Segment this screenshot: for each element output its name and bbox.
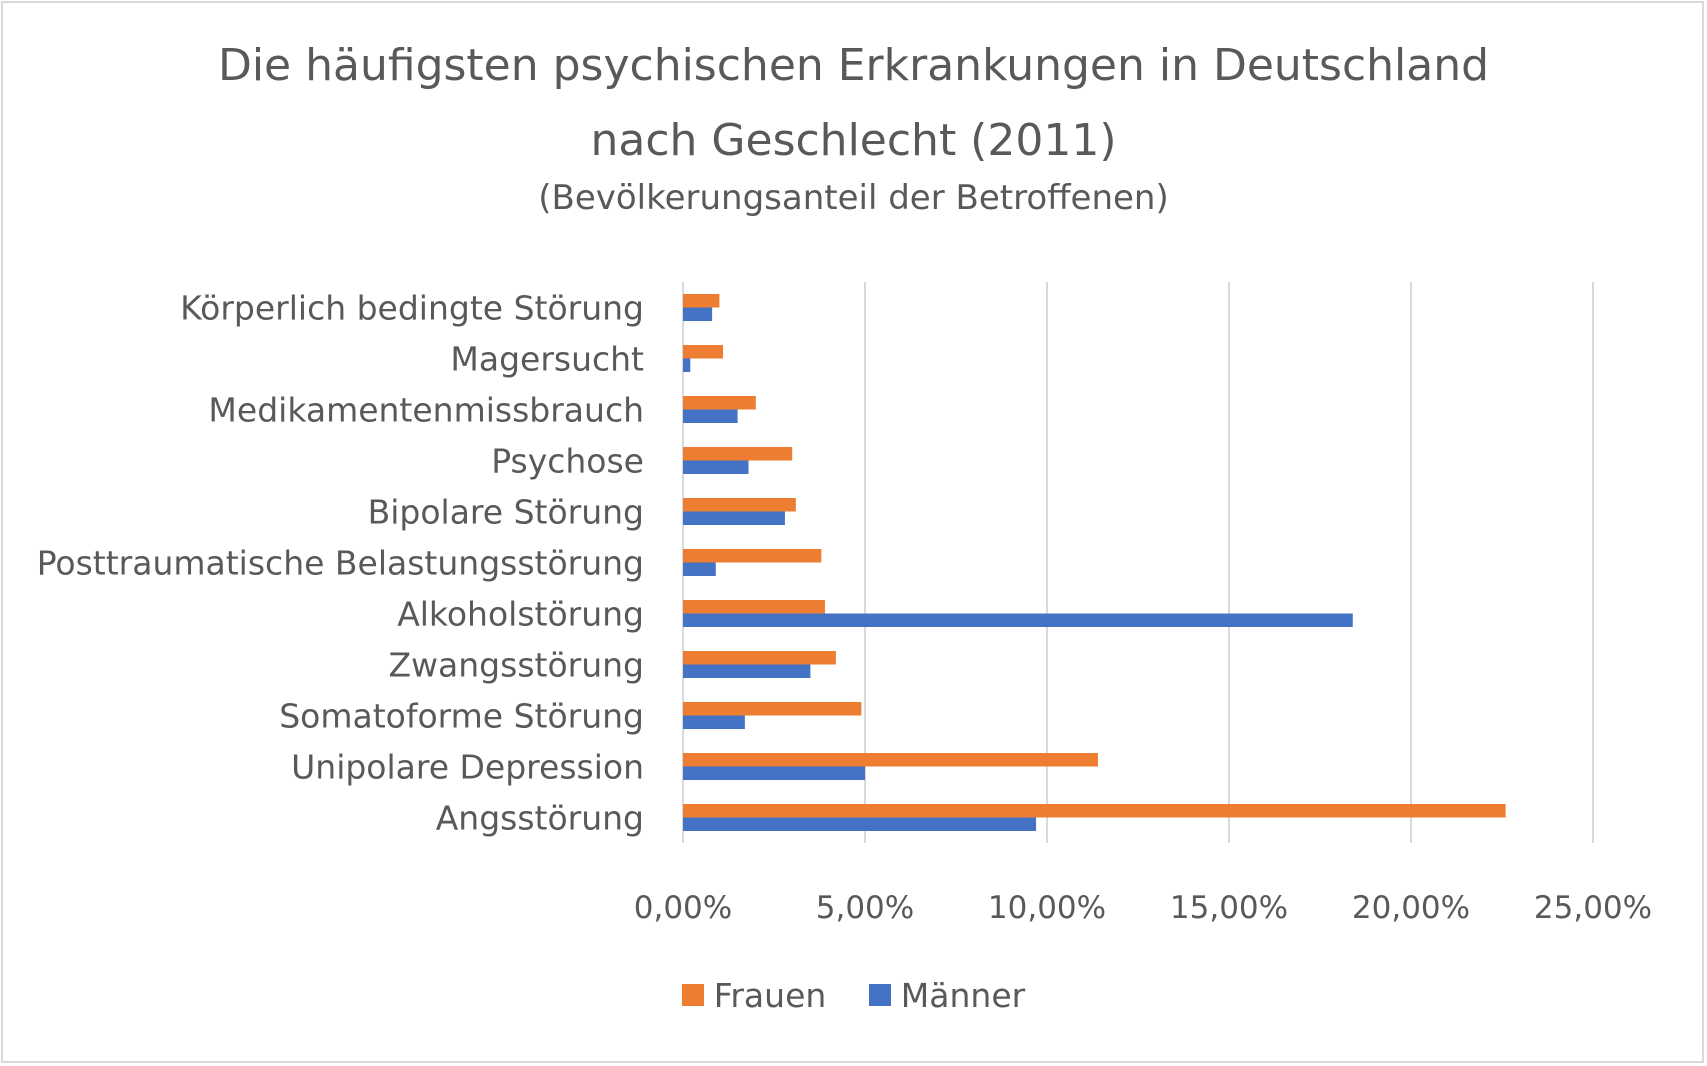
bar-frauen [683, 804, 1506, 818]
category-label: Unipolare Depression [291, 748, 644, 787]
bar-frauen [683, 600, 825, 614]
bar-maenner [683, 817, 1037, 831]
legend-swatch-frauen [681, 984, 704, 1006]
category-label: Psychose [491, 442, 644, 481]
category-label: Körperlich bedingte Störung [180, 289, 644, 328]
bar-frauen [683, 396, 756, 410]
bar-maenner [683, 307, 713, 321]
category-label: Magersucht [450, 340, 644, 379]
category-label: Angsstörung [436, 799, 644, 838]
x-tick-label: 20,00% [1352, 890, 1470, 926]
bar-frauen [683, 702, 862, 716]
x-tick-label: 25,00% [1534, 890, 1652, 926]
category-label: Somatoforme Störung [279, 697, 644, 736]
bar-maenner [683, 766, 865, 780]
legend-swatch-maenner [868, 984, 891, 1006]
bar-chart: 0,00% 5,00% 10,00% 15,00% 20,00% 25,00% Körper… [37, 282, 1652, 926]
chart-title-line1: Die häufigsten psychischen Erkrankungen … [217, 40, 1490, 91]
bar-maenner [683, 715, 745, 729]
bar-frauen [683, 549, 822, 563]
x-tick-label: 15,00% [1170, 890, 1288, 926]
legend: Frauen Männer [0, 975, 1707, 1015]
legend-item-frauen: Frauen [681, 975, 827, 1015]
bar-maenner [683, 358, 691, 372]
legend-item-maenner: Männer [868, 975, 1026, 1015]
legend-label-maenner: Männer [900, 975, 1026, 1015]
category-label: Bipolare Störung [368, 493, 644, 532]
category-label: Zwangsstörung [388, 646, 644, 685]
bar-maenner [683, 613, 1353, 627]
bar-frauen [683, 498, 796, 512]
bar-maenner [683, 460, 749, 474]
bar-maenner [683, 664, 811, 678]
bar-frauen [683, 651, 836, 665]
category-label: Medikamentenmissbrauch [208, 391, 644, 430]
bar-frauen [683, 753, 1098, 767]
bar-maenner [683, 562, 716, 576]
chart-title-line2: nach Geschlecht (2011) [590, 115, 1117, 166]
bar-maenner [683, 409, 738, 423]
x-tick-label: 5,00% [816, 890, 914, 926]
bar-frauen [683, 447, 793, 461]
chart-subtitle: (Bevölkerungsanteil der Betroffenen) [538, 178, 1169, 218]
bar-maenner [683, 511, 785, 525]
bar-frauen [683, 345, 724, 359]
x-tick-label: 10,00% [988, 890, 1106, 926]
category-label: Alkoholstörung [397, 595, 644, 634]
x-tick-label: 0,00% [634, 890, 732, 926]
category-label: Posttraumatische Belastungsstörung [37, 544, 644, 583]
legend-label-frauen: Frauen [713, 975, 827, 1015]
bar-frauen [683, 294, 720, 308]
